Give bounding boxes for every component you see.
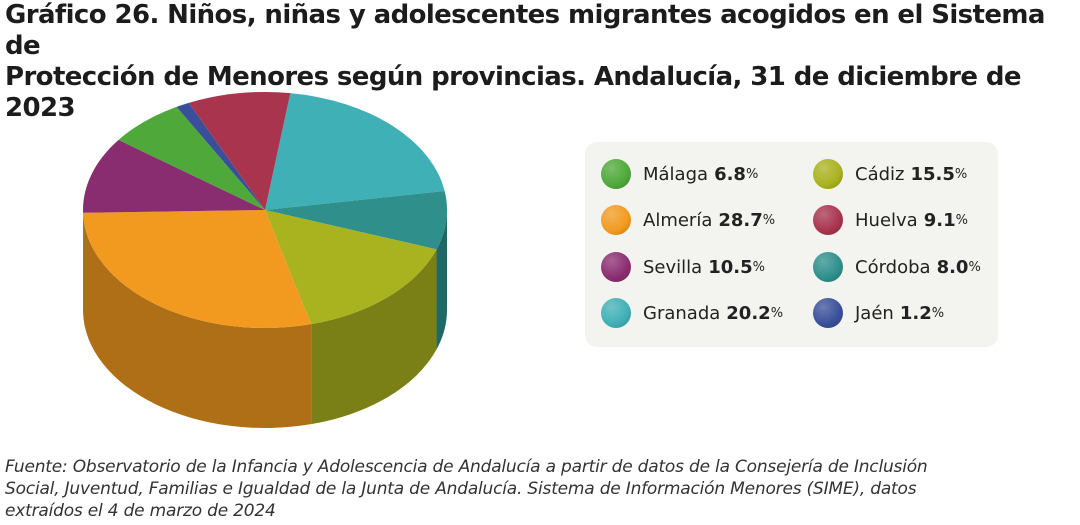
legend-item-granada: Granada 20.2% bbox=[601, 298, 783, 328]
legend-value-sevilla: 10.5 bbox=[708, 256, 753, 278]
legend-label-jaen: Jaén bbox=[855, 302, 894, 324]
legend-label-almeria: Almería bbox=[643, 209, 713, 231]
chart-title: Gráfico 26. Niños, niñas y adolescentes … bbox=[5, 0, 1075, 124]
legend-swatch-huelva bbox=[813, 205, 843, 235]
chart-title-line-1: Gráfico 26. Niños, niñas y adolescentes … bbox=[5, 0, 1045, 61]
legend-label-cordoba: Córdoba bbox=[855, 256, 931, 278]
pie-slice-cordoba bbox=[265, 190, 447, 250]
source-note: Fuente: Observatorio de la Infancia y Ad… bbox=[5, 456, 1077, 522]
legend-swatch-granada bbox=[601, 298, 631, 328]
legend-unit-cadiz: % bbox=[954, 166, 968, 182]
source-line-3: extraídos el 4 de marzo de 2024 bbox=[5, 501, 276, 521]
legend-unit-granada: % bbox=[770, 305, 784, 321]
legend-label-granada: Granada bbox=[643, 302, 721, 324]
pie-slice-sevilla bbox=[83, 139, 265, 213]
legend-unit-cordoba: % bbox=[968, 259, 981, 275]
legend-item-cadiz: Cádiz 15.5% bbox=[813, 159, 967, 189]
legend-value-cadiz: 15.5 bbox=[910, 163, 955, 185]
legend-unit-malaga: % bbox=[745, 166, 759, 182]
legend-item-almeria: Almería 28.7% bbox=[601, 205, 775, 235]
legend-swatch-cadiz bbox=[813, 159, 843, 189]
pie-chart bbox=[83, 92, 447, 428]
legend-unit-huelva: % bbox=[955, 212, 968, 228]
legend-value-huelva: 9.1 bbox=[923, 209, 956, 231]
pie-slice-granada bbox=[265, 93, 445, 210]
legend-unit-jaen: % bbox=[931, 305, 945, 321]
legend-label-cadiz: Cádiz bbox=[855, 163, 905, 185]
pie-slice-almeria bbox=[83, 210, 312, 328]
legend-label-malaga: Málaga bbox=[643, 163, 709, 185]
source-line-1: Fuente: Observatorio de la Infancia y Ad… bbox=[5, 457, 928, 477]
pie-side-cordoba bbox=[436, 210, 447, 350]
legend-value-cordoba: 8.0 bbox=[936, 256, 969, 278]
legend-label-sevilla: Sevilla bbox=[643, 256, 703, 278]
legend-value-malaga: 6.8 bbox=[714, 163, 746, 185]
source-line-2: Social, Juventud, Familias e Igualdad de… bbox=[5, 479, 917, 499]
pie-slice-huelva bbox=[188, 92, 291, 210]
pie-slice-malaga bbox=[118, 106, 265, 210]
legend-unit-sevilla: % bbox=[752, 259, 765, 275]
legend-value-granada: 20.2 bbox=[726, 302, 771, 324]
legend-item-jaen: Jaén 1.2% bbox=[813, 298, 944, 328]
legend-swatch-jaen bbox=[813, 298, 843, 328]
legend-label-huelva: Huelva bbox=[855, 209, 918, 231]
legend-item-sevilla: Sevilla 10.5% bbox=[601, 252, 765, 282]
pie-side-cadiz bbox=[311, 249, 437, 425]
legend-swatch-almeria bbox=[601, 205, 631, 235]
legend-swatch-sevilla bbox=[601, 252, 631, 282]
pie-side-almeria bbox=[83, 212, 312, 428]
pie-slice-cadiz bbox=[265, 210, 437, 325]
legend-swatch-malaga bbox=[601, 159, 631, 189]
legend-item-huelva: Huelva 9.1% bbox=[813, 205, 968, 235]
pie-slice-jaen bbox=[176, 102, 265, 210]
legend-value-jaen: 1.2 bbox=[899, 302, 932, 324]
chart-legend: Málaga 6.8% Cádiz 15.5% Almería 28.7% Hu… bbox=[585, 142, 998, 347]
legend-value-almeria: 28.7 bbox=[718, 209, 763, 231]
legend-unit-almeria: % bbox=[762, 212, 776, 228]
chart-title-line-2: Protección de Menores según provincias. … bbox=[5, 62, 1022, 123]
legend-swatch-cordoba bbox=[813, 252, 843, 282]
legend-item-malaga: Málaga 6.8% bbox=[601, 159, 758, 189]
legend-item-cordoba: Córdoba 8.0% bbox=[813, 252, 981, 282]
